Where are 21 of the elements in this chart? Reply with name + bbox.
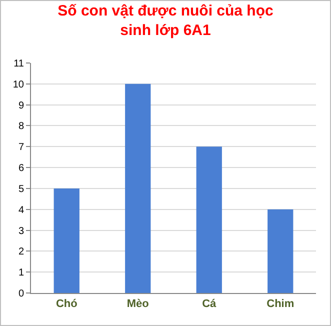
bar <box>54 188 80 293</box>
y-tick-label: 11 <box>14 58 24 70</box>
chart-title: Số con vật được nuôi của học sinh lớp 6A1 <box>58 2 274 40</box>
y-tick-label: 2 <box>18 246 24 258</box>
y-tick-label: 4 <box>18 204 24 216</box>
x-tick-label: Chó <box>56 298 78 310</box>
bar <box>268 209 294 293</box>
y-tick-label: 6 <box>18 163 24 174</box>
bar <box>125 84 151 293</box>
x-tick-label: Chim <box>266 298 294 310</box>
y-tick-label: 7 <box>18 142 24 154</box>
y-tick-label: 3 <box>18 226 24 237</box>
y-tick-label: 9 <box>18 100 24 112</box>
x-tick-label: Cá <box>202 298 218 310</box>
y-tick-label: 1 <box>18 268 24 279</box>
x-tick-label: Mèo <box>126 298 150 310</box>
y-tick-label: 8 <box>18 121 24 132</box>
y-tick-label: 10 <box>12 79 24 90</box>
y-tick-label: 5 <box>18 184 24 195</box>
y-tick-label: 0 <box>18 288 24 300</box>
bar <box>196 146 222 293</box>
